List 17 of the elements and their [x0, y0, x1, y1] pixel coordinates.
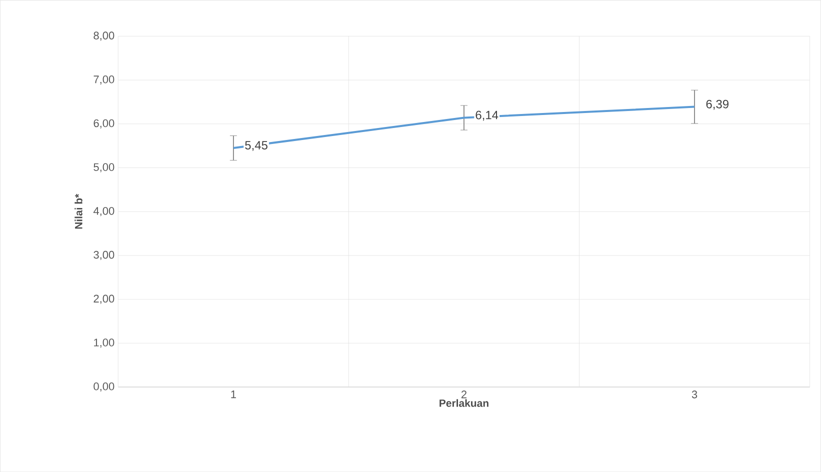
- y-tick-label: 7,00: [94, 75, 114, 85]
- x-tick-label: 3: [692, 390, 698, 398]
- x-tick-label: 1: [231, 390, 236, 398]
- x-axis-title: Perlakuan: [440, 399, 488, 407]
- data-label: 5,45: [245, 141, 268, 151]
- y-tick-label: 4,00: [93, 206, 114, 216]
- data-label: 6,39: [706, 100, 728, 110]
- y-tick-label: 6,00: [94, 119, 114, 128]
- y-tick-label: 1,00: [94, 338, 114, 348]
- x-tick-label: 2: [461, 390, 466, 398]
- y-tick-label: 2,00: [94, 294, 114, 304]
- y-tick-label: 3,00: [94, 250, 114, 260]
- data-label: 6,14: [476, 110, 498, 121]
- y-tick-label: 0,00: [94, 382, 114, 392]
- y-axis-title: Nilai b*: [74, 194, 82, 229]
- y-tick-label: 8,00: [94, 32, 114, 41]
- y-tick-label: 5,00: [94, 163, 114, 172]
